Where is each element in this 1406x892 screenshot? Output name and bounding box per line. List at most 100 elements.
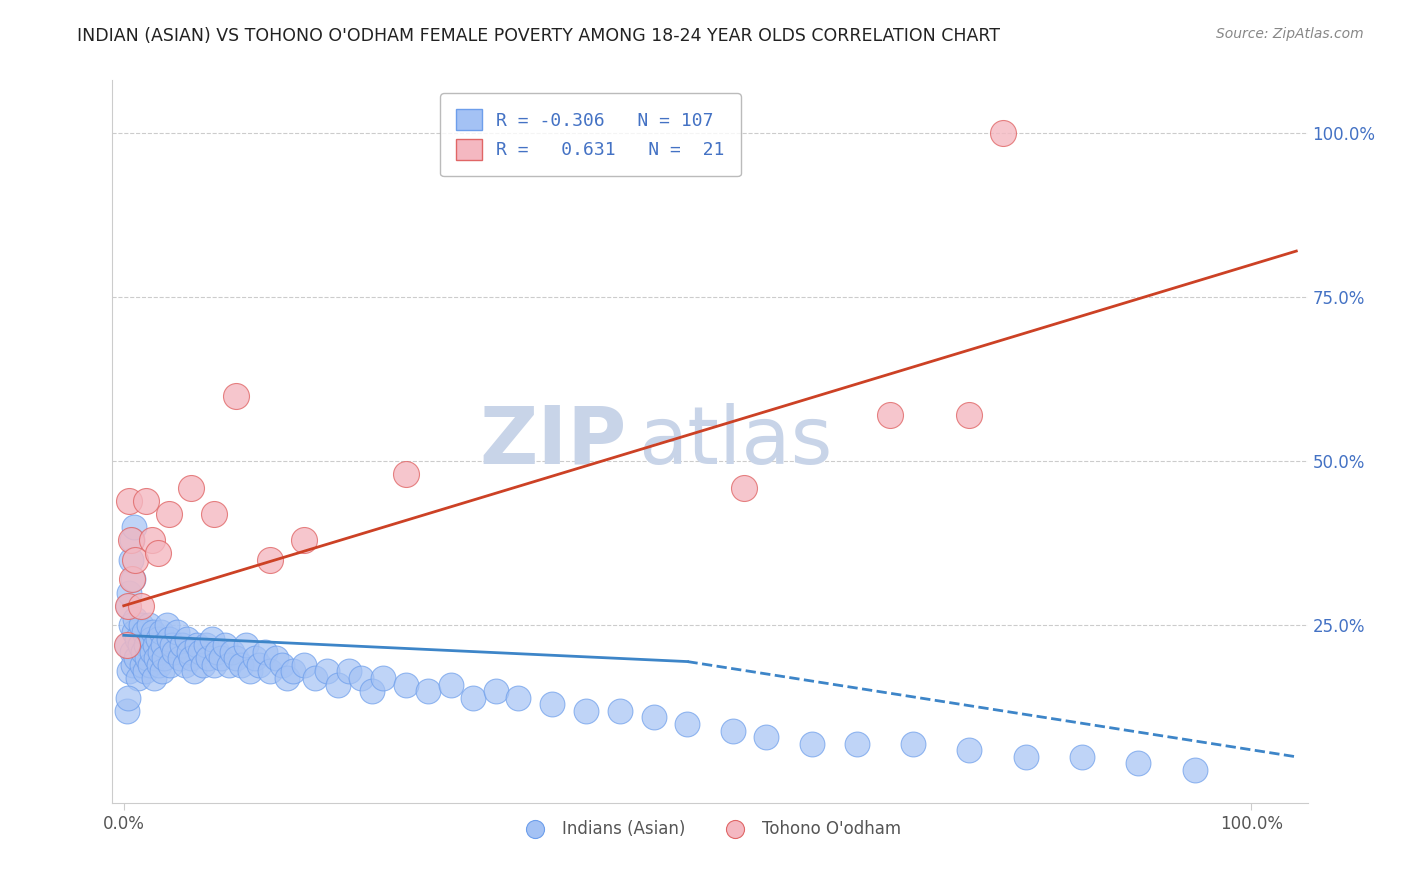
Point [115, 638, 138, 652]
Point [120, 533, 142, 547]
Point [132, 625, 155, 640]
Point [214, 638, 236, 652]
Point [118, 585, 141, 599]
Point [281, 665, 304, 679]
Point [124, 553, 146, 567]
Point [132, 645, 155, 659]
Point [235, 638, 257, 652]
Point [172, 638, 194, 652]
Point [292, 657, 315, 672]
Point [221, 645, 243, 659]
Point [115, 704, 138, 718]
Point [121, 573, 143, 587]
Point [143, 638, 166, 652]
Point [160, 638, 183, 652]
Point [239, 665, 262, 679]
Point [121, 657, 143, 672]
Point [326, 677, 349, 691]
Point [259, 553, 281, 567]
Point [292, 533, 315, 547]
Point [1128, 756, 1150, 771]
Point [991, 126, 1014, 140]
Point [337, 665, 360, 679]
Point [124, 612, 146, 626]
Point [243, 651, 266, 665]
Point [138, 657, 160, 672]
Point [202, 657, 225, 672]
Point [135, 493, 157, 508]
Text: Source: ZipAtlas.com: Source: ZipAtlas.com [1216, 27, 1364, 41]
Point [127, 671, 149, 685]
Point [1184, 763, 1206, 777]
Point [121, 573, 143, 587]
Point [218, 657, 240, 672]
Point [304, 671, 326, 685]
Point [136, 651, 159, 665]
Point [202, 507, 225, 521]
Point [122, 625, 145, 640]
Point [197, 651, 219, 665]
Point [721, 723, 744, 738]
Point [139, 632, 162, 646]
Point [180, 481, 202, 495]
Point [360, 684, 382, 698]
Point [225, 651, 247, 665]
Point [117, 599, 139, 613]
Point [733, 481, 755, 495]
Point [901, 737, 924, 751]
Point [142, 625, 165, 640]
Point [643, 710, 665, 724]
Point [138, 618, 160, 632]
Point [957, 409, 980, 423]
Point [120, 618, 142, 632]
Point [195, 638, 218, 652]
Point [676, 717, 699, 731]
Point [270, 657, 292, 672]
Point [315, 665, 337, 679]
Point [118, 665, 141, 679]
Point [157, 507, 180, 521]
Point [1015, 749, 1038, 764]
Point [207, 645, 229, 659]
Point [117, 599, 139, 613]
Point [121, 533, 143, 547]
Point [247, 657, 270, 672]
Point [127, 632, 149, 646]
Point [209, 651, 232, 665]
Point [149, 645, 172, 659]
Point [253, 645, 276, 659]
Point [609, 704, 631, 718]
Point [157, 632, 180, 646]
Point [186, 638, 208, 652]
Point [264, 651, 287, 665]
Point [118, 493, 141, 508]
Point [152, 638, 174, 652]
Point [508, 690, 530, 705]
Point [149, 625, 172, 640]
Point [541, 698, 564, 712]
Point [146, 546, 169, 560]
Point [463, 690, 485, 705]
Point [394, 677, 416, 691]
Point [229, 657, 252, 672]
Point [169, 651, 191, 665]
Point [394, 467, 416, 482]
Point [371, 671, 394, 685]
Point [179, 645, 201, 659]
Point [146, 632, 169, 646]
Point [131, 657, 153, 672]
Point [190, 645, 212, 659]
Legend: Indians (Asian), Tohono O'odham: Indians (Asian), Tohono O'odham [512, 814, 908, 845]
Text: ZIP: ZIP [479, 402, 627, 481]
Point [163, 645, 186, 659]
Point [122, 520, 145, 534]
Point [879, 409, 901, 423]
Point [166, 625, 188, 640]
Point [180, 651, 202, 665]
Point [259, 665, 281, 679]
Point [159, 657, 181, 672]
Point [176, 632, 198, 646]
Point [143, 671, 166, 685]
Point [800, 737, 823, 751]
Point [121, 645, 143, 659]
